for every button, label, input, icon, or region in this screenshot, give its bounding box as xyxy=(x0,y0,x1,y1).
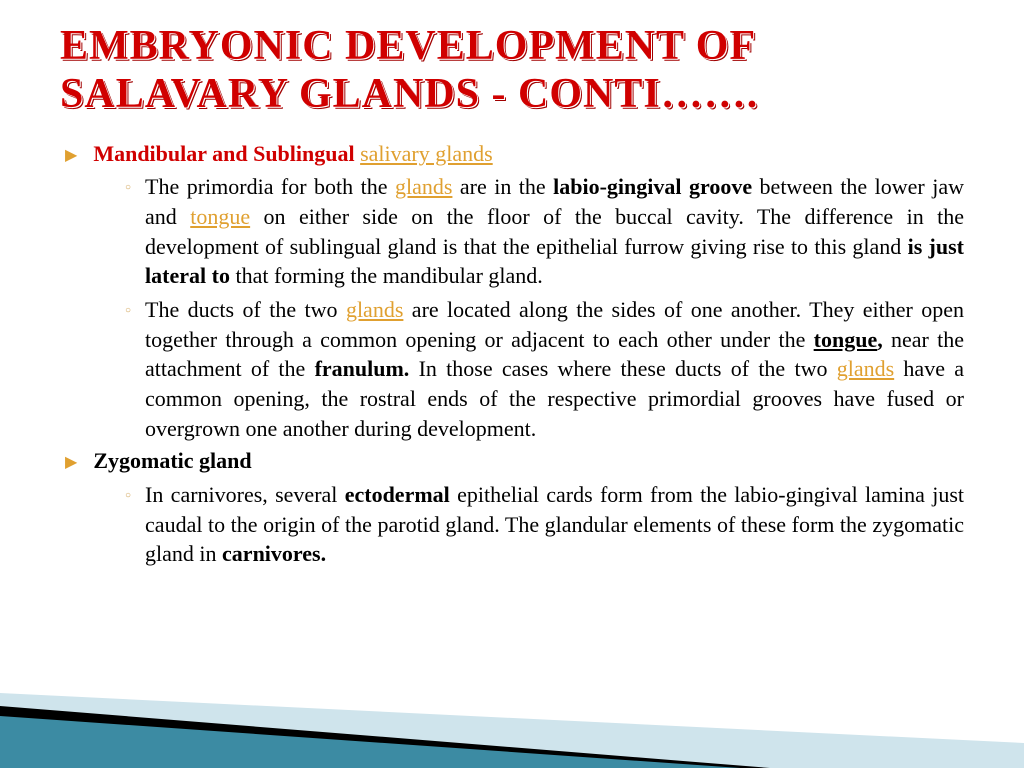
glands-link[interactable]: glands xyxy=(346,297,403,322)
corner-decoration xyxy=(0,628,1024,768)
salivary-glands-link[interactable]: salivary glands xyxy=(360,141,493,166)
sub-list-1: ○ The primordia for both the glands are … xyxy=(125,172,964,443)
tongue-link-bold[interactable]: tongue xyxy=(814,327,878,352)
bullet-zygomatic: ▶ Zygomatic gland xyxy=(65,447,964,476)
glands-link[interactable]: glands xyxy=(837,356,894,381)
sub-bullet-2a: ○ In carnivores, several ectodermal epit… xyxy=(125,480,964,569)
sub-text-1b: The ducts of the two glands are located … xyxy=(145,295,964,443)
arrow-icon: ▶ xyxy=(65,145,77,165)
sub-list-2: ○ In carnivores, several ectodermal epit… xyxy=(125,480,964,569)
bullet-heading-1: Mandibular and Sublingual salivary gland… xyxy=(93,140,492,169)
circle-icon: ○ xyxy=(125,490,131,501)
arrow-icon: ▶ xyxy=(65,452,77,472)
glands-link[interactable]: glands xyxy=(395,174,452,199)
circle-icon: ○ xyxy=(125,305,131,316)
sub-bullet-1a: ○ The primordia for both the glands are … xyxy=(125,172,964,291)
slide-title: EMBRYONIC DEVELOPMENT OF SALAVARY GLANDS… xyxy=(0,0,1024,124)
sub-bullet-1b: ○ The ducts of the two glands are locate… xyxy=(125,295,964,443)
sub-text-1a: The primordia for both the glands are in… xyxy=(145,172,964,291)
bullet-mandibular: ▶ Mandibular and Sublingual salivary gla… xyxy=(65,140,964,169)
tongue-link[interactable]: tongue xyxy=(190,204,250,229)
content-body: ▶ Mandibular and Sublingual salivary gla… xyxy=(0,124,1024,569)
circle-icon: ○ xyxy=(125,182,131,193)
bullet-heading-2: Zygomatic gland xyxy=(93,447,251,476)
sub-text-2a: In carnivores, several ectodermal epithe… xyxy=(145,480,964,569)
heading-red: Mandibular and Sublingual xyxy=(93,141,360,166)
